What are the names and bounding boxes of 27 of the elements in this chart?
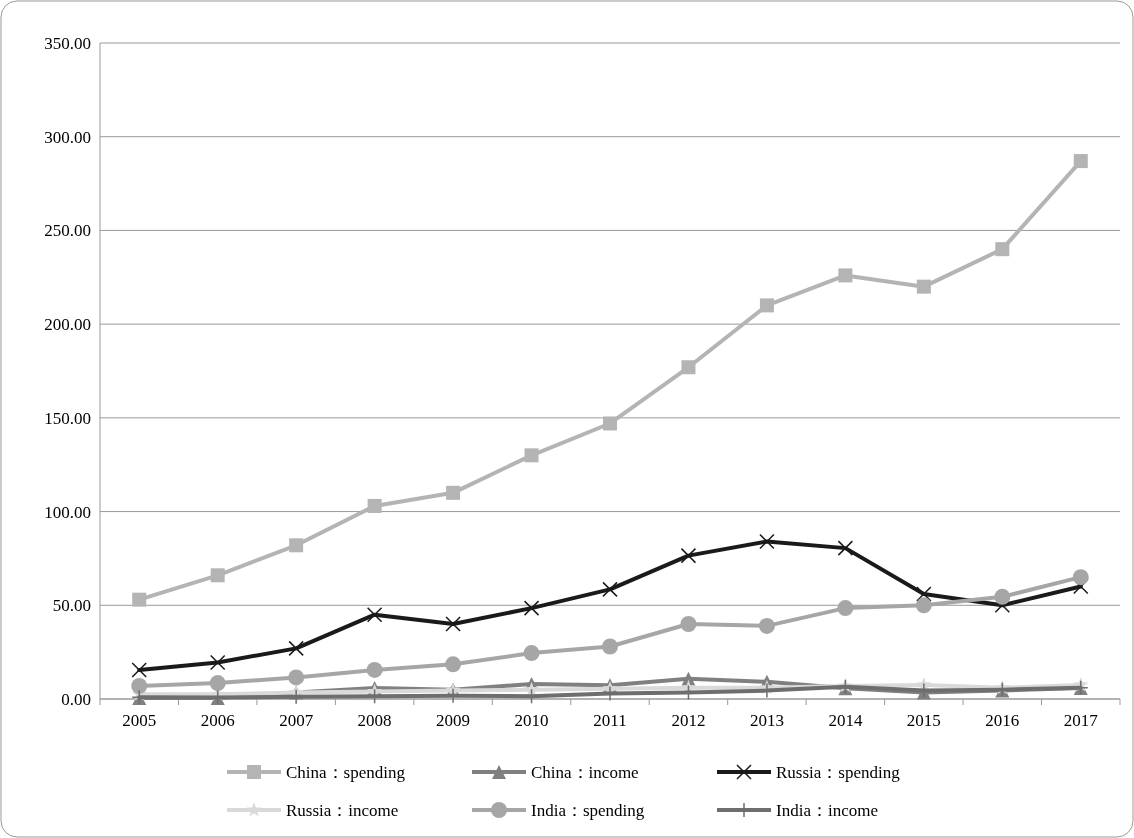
- x-tick-label: 2011: [593, 711, 627, 730]
- x-tick-label: 2010: [514, 711, 549, 730]
- x-tick-label: 2012: [671, 711, 706, 730]
- x-tick-label: 2007: [279, 711, 314, 730]
- legend-label: China：income: [531, 763, 639, 782]
- x-tick-label: 2008: [357, 711, 392, 730]
- legend-label: Russia：spending: [776, 763, 901, 782]
- y-tick-label: 150.00: [44, 408, 91, 428]
- y-tick-label: 250.00: [44, 221, 91, 241]
- y-tick-label: 300.00: [44, 127, 91, 147]
- x-tick-label: 2009: [436, 711, 471, 730]
- y-tick-label: 0.00: [61, 690, 91, 709]
- legend-label: Russia：income: [286, 801, 399, 820]
- x-tick-label: 2016: [985, 711, 1020, 730]
- y-tick-label: 350.00: [44, 34, 91, 53]
- x-tick-label: 2013: [749, 711, 784, 730]
- x-tick-label: 2015: [906, 711, 941, 730]
- x-tick-label: 2014: [828, 711, 863, 730]
- y-tick-label: 50.00: [52, 596, 91, 616]
- y-tick-label: 200.00: [44, 315, 91, 335]
- legend-label: China：spending: [286, 763, 406, 782]
- x-tick-label: 2006: [200, 711, 235, 730]
- x-tick-label: 2017: [1063, 711, 1099, 730]
- legend-label: India：income: [776, 801, 878, 820]
- y-tick-label: 100.00: [44, 502, 91, 522]
- x-tick-label: 2005: [122, 711, 157, 730]
- legend-label: India：spending: [531, 801, 645, 820]
